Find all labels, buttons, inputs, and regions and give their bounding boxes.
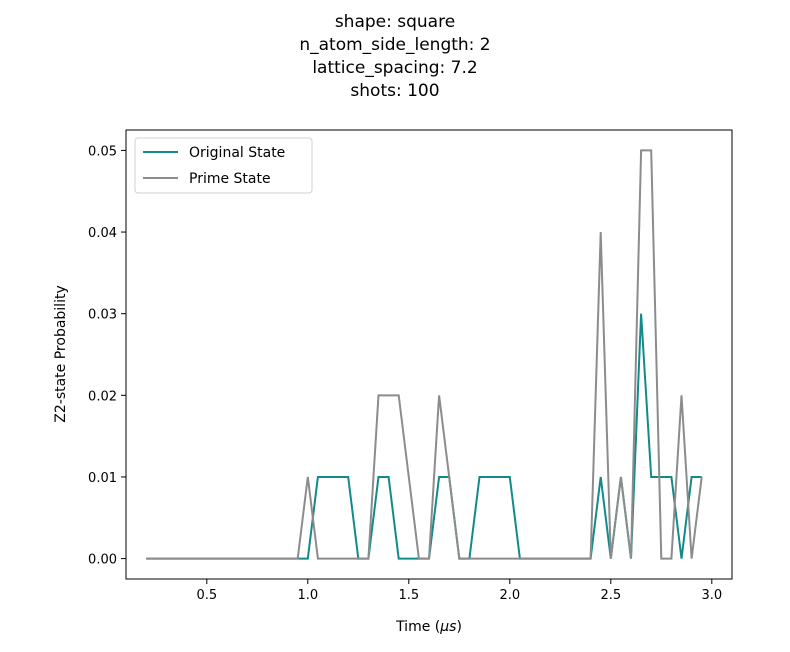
- x-tick-label: 2.5: [600, 588, 621, 603]
- y-tick-label: 0.04: [88, 226, 117, 241]
- x-tick-label: 2.0: [499, 588, 520, 603]
- y-tick-label: 0.03: [88, 308, 117, 323]
- plot-frame: [125, 129, 733, 580]
- legend-box: [134, 137, 313, 194]
- series-line-original-state: [146, 313, 702, 560]
- title-line-shape: shape: square: [334, 12, 456, 32]
- x-tick-label: 1.5: [398, 588, 419, 603]
- x-tick-label: 3.0: [701, 588, 722, 603]
- x-tick-label: 1.0: [297, 588, 318, 603]
- x-axis-label: Time (μs): [395, 619, 462, 635]
- y-tick-label: 0.00: [88, 553, 117, 568]
- title-line-shots: shots: 100: [350, 81, 440, 101]
- x-tick-label: 0.5: [196, 588, 217, 603]
- y-axis-label: Z2-state Probability: [53, 285, 69, 422]
- legend-label-original-state: Original State: [189, 145, 285, 161]
- y-tick-label: 0.01: [88, 471, 117, 486]
- ticks-layer: 0.5 1.0 1.5 2.0 2.5 3.0 0.00 0.01 0.02 0.03 0.04 0.…: [88, 144, 722, 603]
- series-line-prime-state: [146, 149, 703, 560]
- title-line-side-length: n_atom_side_length: 2: [299, 35, 491, 55]
- title-line-lattice-spacing: lattice_spacing: 7.2: [312, 58, 478, 78]
- legend-label-prime-state: Prime State: [189, 171, 271, 187]
- legend: Original State Prime State: [134, 137, 313, 194]
- y-tick-label: 0.02: [88, 389, 117, 404]
- series-layer: [146, 149, 703, 560]
- y-tick-label: 0.05: [88, 144, 117, 159]
